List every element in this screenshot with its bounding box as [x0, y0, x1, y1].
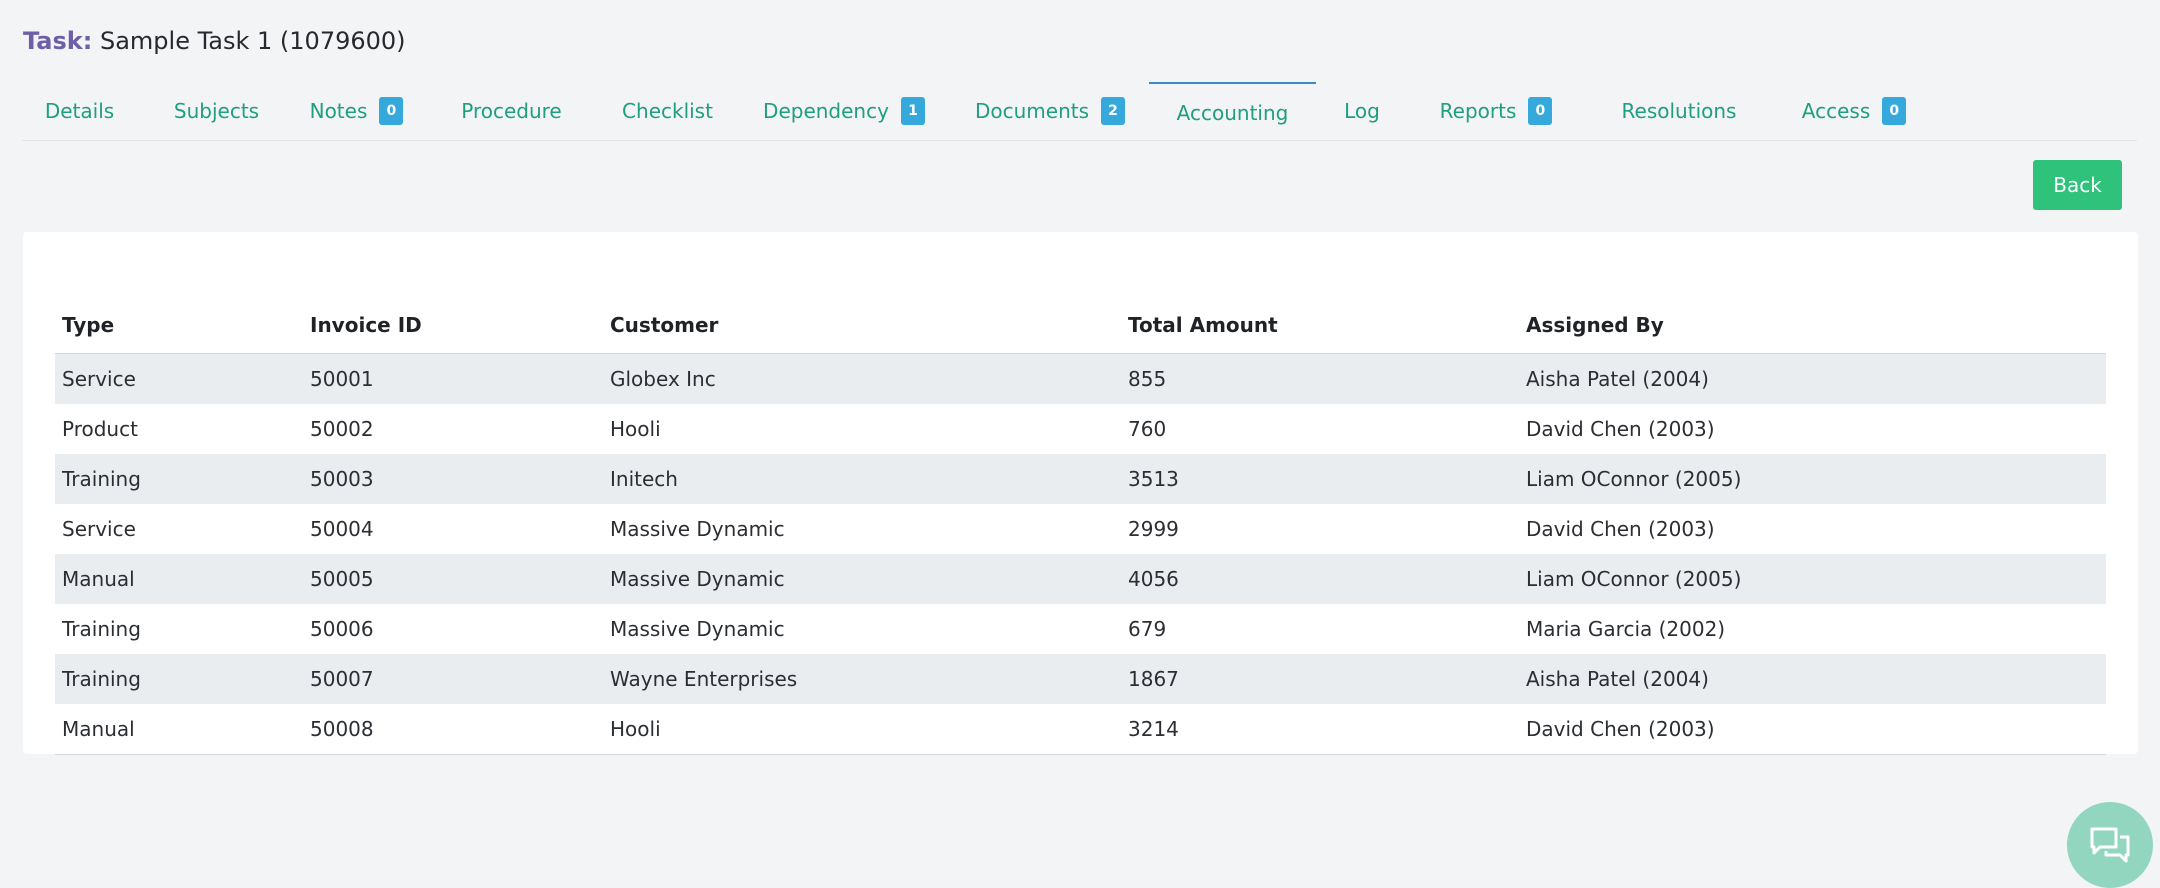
- back-button[interactable]: Back: [2033, 160, 2122, 210]
- access-count-badge: 0: [1882, 97, 1907, 125]
- cell-customer: Massive Dynamic: [610, 516, 785, 541]
- cell-customer: Initech: [603, 453, 1121, 504]
- cell-assigned-by: David Chen (2003): [1526, 416, 1715, 441]
- table-row[interactable]: Manual 50008 Hooli 3214 David Chen (2003…: [55, 703, 2106, 755]
- cell-total-amount: 1867: [1121, 653, 1519, 704]
- cell-assigned-by: Liam OConnor (2005): [1519, 553, 2106, 604]
- tab-label: Reports: [1439, 99, 1517, 123]
- tab-label: Checklist: [622, 99, 713, 123]
- cell-assigned-by: Aisha Patel (2004): [1519, 653, 2106, 704]
- cell-total-amount: 2999: [1128, 516, 1179, 541]
- cell-assigned-by: David Chen (2003): [1519, 703, 2106, 755]
- cell-type: Service: [55, 353, 303, 404]
- task-name: Sample Task 1 (1079600): [99, 27, 406, 55]
- cell-assigned-by: Maria Garcia (2002): [1526, 616, 1726, 641]
- cell-total-amount: 679: [1128, 616, 1167, 641]
- cell-customer: Hooli: [603, 703, 1121, 755]
- column-header-total-amount[interactable]: Total Amount: [1121, 264, 1519, 354]
- page-title: Task: Sample Task 1 (1079600): [23, 24, 406, 58]
- cell-type: Product: [62, 416, 138, 441]
- tab-access[interactable]: Access 0: [1774, 82, 1934, 140]
- cell-total-amount: 4056: [1121, 553, 1519, 604]
- cell-invoice-id: 50008: [303, 703, 603, 755]
- tab-log[interactable]: Log: [1316, 82, 1408, 140]
- table-row[interactable]: Product 50002 Hooli 760 David Chen (2003…: [55, 404, 2106, 454]
- table-row[interactable]: Training 50007 Wayne Enterprises 1867 Ai…: [55, 653, 2106, 704]
- table-row[interactable]: Training 50003 Initech 3513 Liam OConnor…: [55, 453, 2106, 504]
- tab-label: Notes: [309, 99, 368, 123]
- tab-label: Access: [1801, 99, 1871, 123]
- cell-invoice-id: 50005: [303, 553, 603, 604]
- column-header-customer[interactable]: Customer: [603, 264, 1121, 354]
- cell-assigned-by: Aisha Patel (2004): [1519, 353, 2106, 404]
- tab-bar: Details Subjects Notes 0 Procedure Check…: [22, 82, 2137, 141]
- tab-accounting[interactable]: Accounting: [1149, 82, 1316, 140]
- cell-invoice-id: 50001: [303, 353, 603, 404]
- tab-subjects[interactable]: Subjects: [149, 82, 284, 140]
- tab-label: Accounting: [1176, 101, 1289, 125]
- chat-button[interactable]: [2067, 802, 2153, 888]
- tab-label: Details: [44, 99, 115, 123]
- cell-customer: Hooli: [610, 416, 661, 441]
- cell-type: Training: [55, 453, 303, 504]
- cell-total-amount: 760: [1128, 416, 1167, 441]
- cell-type: Manual: [55, 703, 303, 755]
- tab-documents[interactable]: Documents 2: [947, 82, 1153, 140]
- tab-label: Subjects: [173, 99, 260, 123]
- tab-label: Dependency: [763, 99, 889, 123]
- dependency-count-badge: 1: [900, 97, 925, 125]
- cell-invoice-id: 50004: [310, 516, 374, 541]
- cell-invoice-id: 50002: [310, 416, 374, 441]
- tab-label: Log: [1344, 99, 1380, 123]
- cell-invoice-id: 50007: [303, 653, 603, 704]
- cell-customer: Massive Dynamic: [603, 553, 1121, 604]
- table-row[interactable]: Manual 50005 Massive Dynamic 4056 Liam O…: [55, 553, 2106, 604]
- tab-resolutions[interactable]: Resolutions: [1584, 82, 1774, 140]
- cell-type: Training: [62, 616, 141, 641]
- column-header-invoice-id[interactable]: Invoice ID: [303, 264, 603, 354]
- tab-label: Documents: [974, 99, 1090, 123]
- cell-type: Manual: [55, 553, 303, 604]
- table-row[interactable]: Service 50004 Massive Dynamic 2999 David…: [55, 504, 2106, 554]
- tab-label: Procedure: [461, 99, 562, 123]
- cell-customer: Massive Dynamic: [610, 616, 785, 641]
- chat-icon: [2090, 827, 2130, 863]
- cell-type: Service: [62, 516, 136, 541]
- tab-checklist[interactable]: Checklist: [594, 82, 741, 140]
- invoice-table: Type Invoice ID Customer Total Amount As…: [55, 264, 2106, 755]
- column-header-assigned-by[interactable]: Assigned By: [1519, 264, 2106, 354]
- cell-assigned-by: Liam OConnor (2005): [1519, 453, 2106, 504]
- tab-reports[interactable]: Reports 0: [1408, 82, 1584, 140]
- tab-notes[interactable]: Notes 0: [284, 82, 429, 140]
- table-row[interactable]: Service 50001 Globex Inc 855 Aisha Patel…: [55, 353, 2106, 404]
- cell-invoice-id: 50006: [310, 616, 374, 641]
- table-header-row: Type Invoice ID Customer Total Amount As…: [55, 264, 2106, 354]
- tab-dependency[interactable]: Dependency 1: [741, 82, 947, 140]
- tab-details[interactable]: Details: [22, 82, 137, 140]
- cell-total-amount: 855: [1121, 353, 1519, 404]
- tab-label: Resolutions: [1621, 99, 1737, 123]
- table-row[interactable]: Training 50006 Massive Dynamic 679 Maria…: [55, 604, 2106, 654]
- cell-total-amount: 3214: [1121, 703, 1519, 755]
- notes-count-badge: 0: [379, 97, 404, 125]
- cell-invoice-id: 50003: [303, 453, 603, 504]
- cell-customer: Wayne Enterprises: [603, 653, 1121, 704]
- cell-assigned-by: David Chen (2003): [1526, 516, 1715, 541]
- documents-count-badge: 2: [1101, 97, 1126, 125]
- tab-procedure[interactable]: Procedure: [429, 82, 594, 140]
- reports-count-badge: 0: [1528, 97, 1553, 125]
- cell-type: Training: [55, 653, 303, 704]
- column-header-type[interactable]: Type: [55, 264, 303, 354]
- cell-customer: Globex Inc: [603, 353, 1121, 404]
- cell-total-amount: 3513: [1121, 453, 1519, 504]
- accounting-card: Type Invoice ID Customer Total Amount As…: [23, 232, 2138, 755]
- task-label: Task:: [23, 27, 93, 55]
